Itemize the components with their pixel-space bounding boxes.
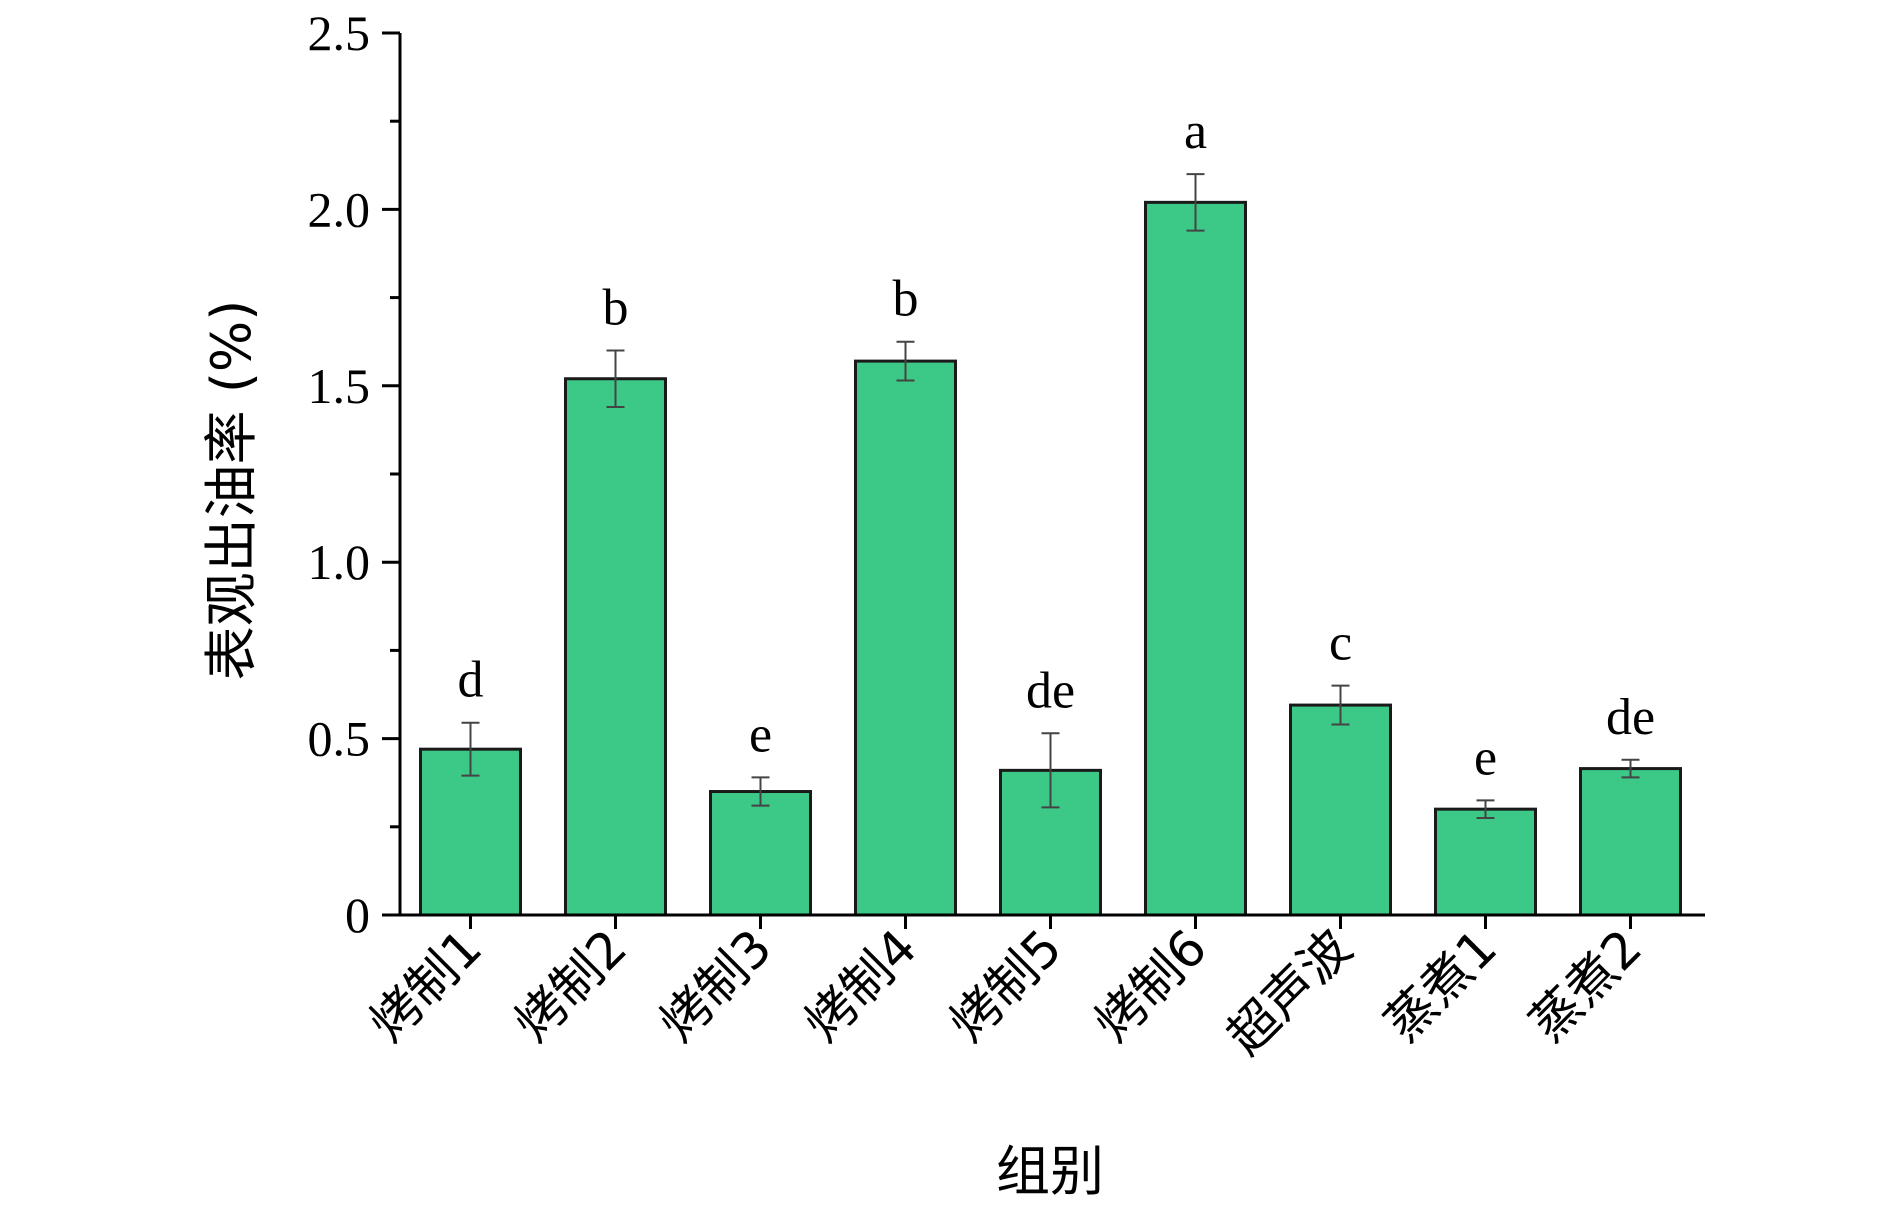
significance-label: e [1474,729,1497,786]
x-tick-label: 烤制1 [359,918,493,1052]
significance-label: de [1026,662,1075,719]
y-tick-label: 1.0 [308,534,371,590]
bar [1289,703,1392,917]
y-tick-label: 0 [345,887,370,943]
significance-label: e [749,706,772,763]
error-bars [461,173,1640,819]
significance-label: b [603,280,629,337]
significance-labels: d b e b de a c e de [458,103,1656,786]
significance-label: d [458,652,484,709]
x-axis-title: 组别 [996,1140,1104,1203]
bar [1579,767,1682,917]
bar [1434,807,1537,917]
significance-label: b [893,271,919,328]
x-tick-label: 超声波 [1216,918,1363,1065]
x-tick-label: 烤制3 [649,918,783,1052]
y-tick-label: 2.5 [308,5,371,61]
y-axis-ticks: 0 0.5 1.0 1.5 2.0 2.5 [308,5,400,943]
significance-label: a [1184,103,1207,160]
y-axis-title: 表观出油率 (%) [200,300,263,681]
x-tick-label: 烤制5 [939,918,1073,1052]
bar [564,377,667,917]
x-tick-label: 烤制2 [504,918,638,1052]
bars [419,200,1682,917]
y-tick-label: 0.5 [308,711,371,767]
bar [1144,200,1247,917]
x-tick-label: 烤制4 [794,918,928,1052]
y-tick-label: 1.5 [308,358,371,414]
significance-label: de [1606,689,1655,746]
bar [854,359,957,917]
x-tick-label: 蒸煮1 [1374,918,1508,1052]
bar [709,790,812,917]
axes [398,33,1705,917]
x-tick-label: 烤制6 [1084,918,1218,1052]
significance-label: c [1329,615,1352,672]
bar [419,747,522,917]
x-tick-label: 蒸煮2 [1519,918,1653,1052]
y-tick-label: 2.0 [308,181,371,237]
